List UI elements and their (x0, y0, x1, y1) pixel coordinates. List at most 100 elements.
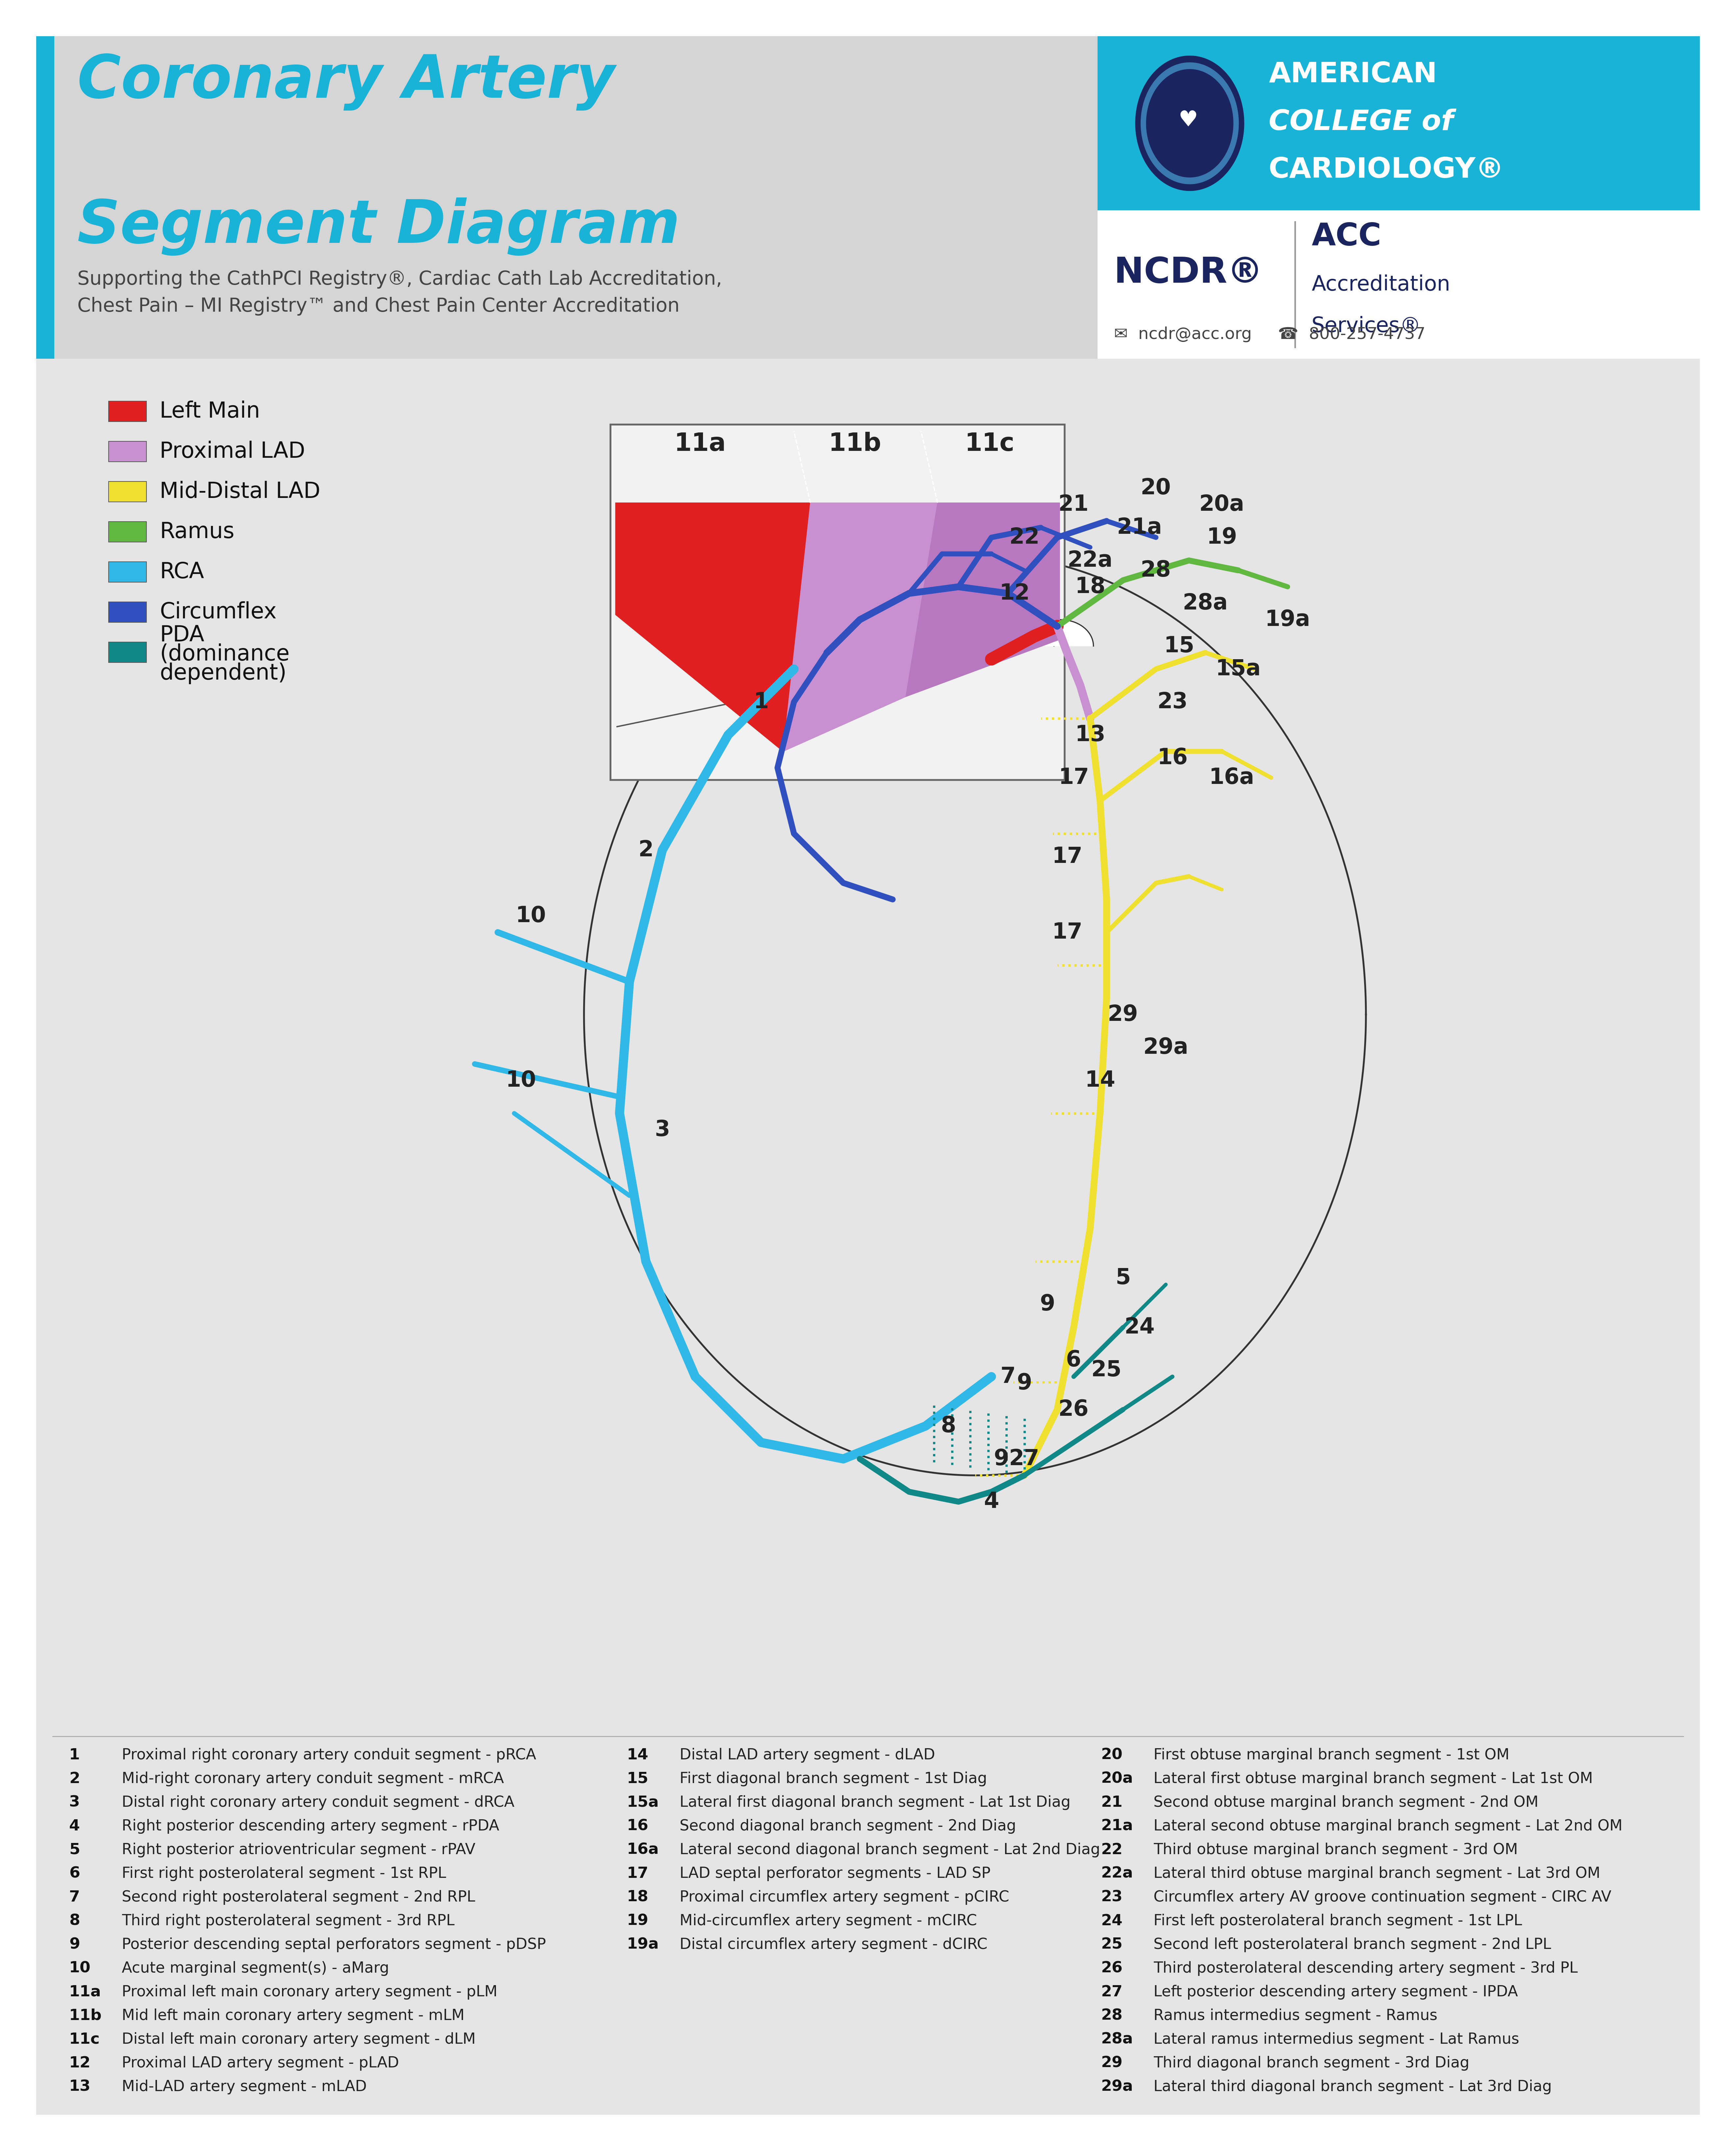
Text: Distal left main coronary artery segment - dLM: Distal left main coronary artery segment… (122, 2033, 476, 2048)
Text: Segment Diagram: Segment Diagram (78, 198, 681, 256)
Text: Proximal right coronary artery conduit segment - pRCA: Proximal right coronary artery conduit s… (122, 1749, 536, 1762)
Bar (1097, 37, 1700, 359)
Text: Accreditation: Accreditation (1311, 275, 1450, 295)
Text: 14: 14 (627, 1749, 649, 1762)
Text: Distal LAD artery segment - dLAD: Distal LAD artery segment - dLAD (679, 1749, 936, 1762)
Text: Lateral second obtuse marginal branch segment - Lat 2nd OM: Lateral second obtuse marginal branch se… (1153, 1820, 1623, 1835)
Text: Third obtuse marginal branch segment - 3rd OM: Third obtuse marginal branch segment - 3… (1153, 1843, 1517, 1858)
Text: Second diagonal branch segment - 2nd Diag: Second diagonal branch segment - 2nd Dia… (679, 1820, 1016, 1835)
Bar (36, 37, 54, 359)
Text: 20: 20 (1141, 478, 1172, 499)
Text: Right posterior descending artery segment - rPDA: Right posterior descending artery segmen… (122, 1820, 500, 1835)
Text: 9: 9 (1040, 1293, 1055, 1314)
Text: Mid-circumflex artery segment - mCIRC: Mid-circumflex artery segment - mCIRC (679, 1914, 977, 1929)
Polygon shape (1146, 69, 1233, 176)
Text: 25: 25 (1092, 1359, 1121, 1381)
Text: Circumflex: Circumflex (160, 602, 276, 624)
Text: 22: 22 (1101, 1843, 1123, 1858)
Text: 4: 4 (69, 1820, 80, 1835)
Bar (109, 602, 146, 622)
Text: 8: 8 (69, 1914, 80, 1929)
Text: Left posterior descending artery segment - IPDA: Left posterior descending artery segment… (1153, 1985, 1517, 2000)
Polygon shape (1141, 62, 1238, 185)
Text: 13: 13 (1075, 725, 1106, 746)
Text: ✉  ncdr@acc.org     ☎  800-257-4737: ✉ ncdr@acc.org ☎ 800-257-4737 (1115, 327, 1425, 342)
Text: 20: 20 (1101, 1749, 1123, 1762)
Text: 26: 26 (1059, 1398, 1088, 1420)
Text: ♥: ♥ (1179, 110, 1198, 131)
Polygon shape (783, 503, 937, 751)
Text: Mid-LAD artery segment - mLAD: Mid-LAD artery segment - mLAD (122, 2080, 366, 2095)
Text: Second left posterolateral branch segment - 2nd LPL: Second left posterolateral branch segmen… (1153, 1938, 1552, 1953)
Text: 9: 9 (1017, 1372, 1031, 1394)
Text: Supporting the CathPCI Registry®, Cardiac Cath Lab Accreditation,
Chest Pain – M: Supporting the CathPCI Registry®, Cardia… (78, 269, 722, 316)
Text: 21: 21 (1059, 493, 1088, 516)
Text: Circumflex artery AV groove continuation segment - CIRC AV: Circumflex artery AV groove continuation… (1153, 1891, 1611, 1906)
Text: 22: 22 (1009, 527, 1040, 549)
Text: 17: 17 (627, 1867, 649, 1882)
Text: 15: 15 (1163, 635, 1194, 656)
Text: dependent): dependent) (160, 663, 286, 684)
Text: 9: 9 (993, 1448, 1009, 1469)
Text: 10: 10 (69, 1962, 90, 1977)
Text: 19a: 19a (1266, 609, 1311, 630)
Text: 2: 2 (69, 1772, 80, 1785)
Text: 29: 29 (1108, 1005, 1139, 1026)
Text: Lateral second diagonal branch segment - Lat 2nd Diag: Lateral second diagonal branch segment -… (679, 1843, 1101, 1858)
Text: 2: 2 (639, 839, 653, 860)
Bar (1097, 211, 1700, 359)
Text: 19: 19 (627, 1914, 649, 1929)
Text: Third right posterolateral segment - 3rd RPL: Third right posterolateral segment - 3rd… (122, 1914, 455, 1929)
Text: 15a: 15a (627, 1796, 660, 1809)
Text: Left Main: Left Main (160, 400, 260, 422)
Text: 19a: 19a (627, 1938, 660, 1953)
Bar (109, 441, 146, 462)
Text: 9: 9 (69, 1938, 80, 1953)
Text: 16a: 16a (627, 1843, 660, 1858)
Text: 24: 24 (1101, 1914, 1123, 1929)
Text: 1: 1 (69, 1749, 80, 1762)
Polygon shape (906, 503, 1059, 697)
Text: Lateral first diagonal branch segment - Lat 1st Diag: Lateral first diagonal branch segment - … (679, 1796, 1071, 1809)
Text: 24: 24 (1125, 1316, 1154, 1338)
Text: 4: 4 (984, 1491, 998, 1512)
Text: 25: 25 (1101, 1938, 1123, 1953)
Text: First obtuse marginal branch segment - 1st OM: First obtuse marginal branch segment - 1… (1153, 1749, 1510, 1762)
Text: AMERICAN: AMERICAN (1269, 60, 1437, 88)
Text: 16: 16 (627, 1820, 649, 1835)
Text: 11a: 11a (674, 432, 726, 456)
Text: 17: 17 (1052, 921, 1082, 942)
Text: Ramus intermedius segment - Ramus: Ramus intermedius segment - Ramus (1153, 2009, 1437, 2024)
Text: 29a: 29a (1101, 2080, 1134, 2095)
Text: 11b: 11b (828, 432, 882, 456)
Text: Acute marginal segment(s) - aMarg: Acute marginal segment(s) - aMarg (122, 1962, 389, 1977)
Text: 18: 18 (627, 1891, 648, 1906)
Text: 7: 7 (69, 1891, 80, 1906)
Text: 21a: 21a (1116, 516, 1161, 538)
Text: 23: 23 (1101, 1891, 1123, 1906)
Text: Proximal LAD artery segment - pLAD: Proximal LAD artery segment - pLAD (122, 2056, 399, 2071)
Text: 23: 23 (1158, 690, 1187, 712)
Text: 13: 13 (69, 2080, 90, 2095)
Text: 15a: 15a (1215, 658, 1260, 680)
Text: Third diagonal branch segment - 3rd Diag: Third diagonal branch segment - 3rd Diag (1153, 2056, 1469, 2071)
Text: 28: 28 (1141, 559, 1172, 581)
Text: NCDR®: NCDR® (1115, 256, 1262, 290)
Text: 11c: 11c (965, 432, 1014, 456)
Text: Lateral third obtuse marginal branch segment - Lat 3rd OM: Lateral third obtuse marginal branch seg… (1153, 1867, 1601, 1882)
Text: 22a: 22a (1068, 551, 1113, 572)
Text: ACC: ACC (1311, 222, 1382, 252)
Text: 11c: 11c (69, 2033, 101, 2048)
Text: 18: 18 (1075, 576, 1106, 598)
Text: CARDIOLOGY®: CARDIOLOGY® (1269, 157, 1503, 183)
Text: 22a: 22a (1101, 1867, 1134, 1882)
Text: 7: 7 (1000, 1366, 1016, 1387)
Text: 27: 27 (1101, 1985, 1123, 2000)
Text: 1: 1 (753, 690, 769, 712)
Text: 12: 12 (69, 2056, 90, 2071)
Text: Lateral first obtuse marginal branch segment - Lat 1st OM: Lateral first obtuse marginal branch seg… (1153, 1772, 1594, 1785)
Text: Third posterolateral descending artery segment - 3rd PL: Third posterolateral descending artery s… (1153, 1962, 1578, 1977)
Text: 17: 17 (1059, 766, 1088, 789)
Text: 15: 15 (627, 1772, 649, 1785)
Text: Proximal circumflex artery segment - pCIRC: Proximal circumflex artery segment - pCI… (679, 1891, 1009, 1906)
